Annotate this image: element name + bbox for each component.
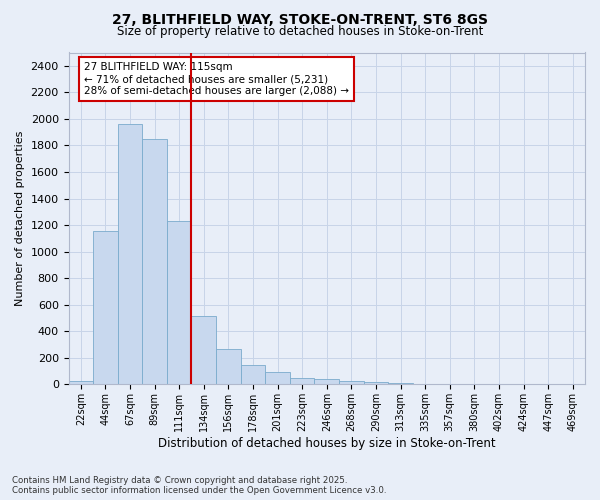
- Bar: [290, 378, 314, 384]
- X-axis label: Distribution of detached houses by size in Stoke-on-Trent: Distribution of detached houses by size …: [158, 437, 496, 450]
- Bar: [339, 381, 364, 384]
- Bar: [68, 381, 93, 384]
- Bar: [118, 124, 142, 384]
- Bar: [364, 382, 388, 384]
- Bar: [241, 364, 265, 384]
- Bar: [216, 348, 241, 384]
- Text: 27 BLITHFIELD WAY: 115sqm
← 71% of detached houses are smaller (5,231)
28% of se: 27 BLITHFIELD WAY: 115sqm ← 71% of detac…: [84, 62, 349, 96]
- Bar: [388, 383, 413, 384]
- Bar: [142, 139, 167, 384]
- Bar: [191, 316, 216, 384]
- Bar: [167, 221, 191, 384]
- Bar: [93, 231, 118, 384]
- Text: Contains HM Land Registry data © Crown copyright and database right 2025.
Contai: Contains HM Land Registry data © Crown c…: [12, 476, 386, 495]
- Text: 27, BLITHFIELD WAY, STOKE-ON-TRENT, ST6 8GS: 27, BLITHFIELD WAY, STOKE-ON-TRENT, ST6 …: [112, 12, 488, 26]
- Bar: [265, 372, 290, 384]
- Y-axis label: Number of detached properties: Number of detached properties: [15, 131, 25, 306]
- Bar: [314, 379, 339, 384]
- Text: Size of property relative to detached houses in Stoke-on-Trent: Size of property relative to detached ho…: [117, 25, 483, 38]
